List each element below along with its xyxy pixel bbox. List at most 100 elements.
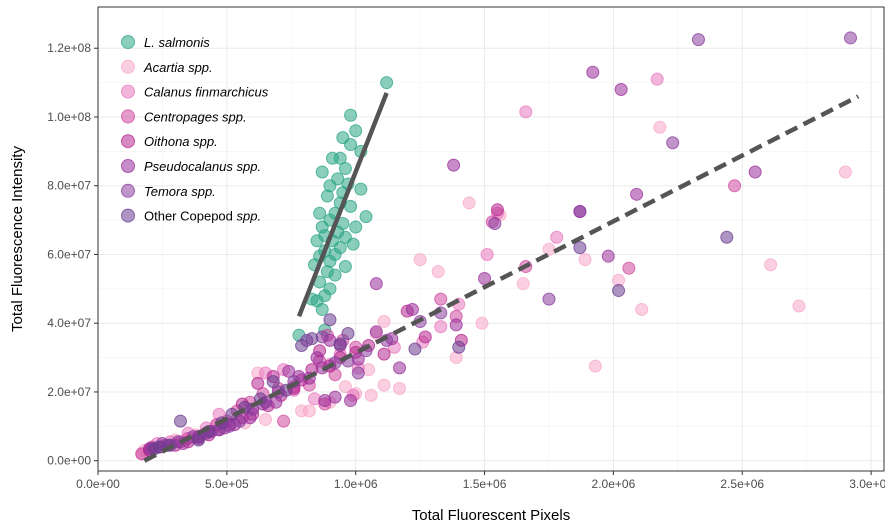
data-point <box>588 359 602 373</box>
data-point <box>320 189 334 203</box>
series-points <box>135 72 664 461</box>
data-point <box>310 351 324 365</box>
legend-label: Acartia spp. <box>143 60 213 75</box>
x-axis-title: Total Fluorescent Pixels <box>412 507 570 524</box>
data-point <box>452 340 466 354</box>
x-tick-label: 2.0e+06 <box>592 477 636 491</box>
data-point <box>341 327 355 341</box>
data-point <box>475 316 489 330</box>
y-axis-ticks: 0.0e+00 2.0e+07 4.0e+07 6.0e+07 8.0e+07 1.0e+… <box>47 41 98 468</box>
legend: L. salmonis Acartia spp. Calanus finmarchi… <box>121 35 269 224</box>
data-point <box>313 206 327 220</box>
data-point <box>266 375 280 389</box>
series-points <box>143 65 762 456</box>
data-point <box>792 299 806 313</box>
data-point <box>488 217 502 231</box>
y-axis-title: Total Fluorescence Intensity <box>9 146 26 332</box>
data-point <box>344 394 358 408</box>
data-point <box>650 72 664 86</box>
data-point <box>393 361 407 375</box>
data-point <box>635 302 649 316</box>
data-point <box>338 259 352 273</box>
data-point <box>323 313 337 327</box>
data-point <box>377 347 391 361</box>
legend-label: Calanus finmarchicus <box>144 85 269 100</box>
grid <box>97 7 884 471</box>
data-point <box>614 82 628 96</box>
data-point <box>418 330 432 344</box>
data-point <box>478 272 492 286</box>
legend-label: Temora spp. <box>144 184 216 199</box>
legend-item: Acartia spp. <box>121 59 213 75</box>
data-point <box>434 320 448 334</box>
data-point <box>354 182 368 196</box>
data-point <box>586 65 600 79</box>
legend-key <box>121 84 135 99</box>
data-point <box>351 366 365 380</box>
data-point <box>377 314 391 328</box>
data-point <box>601 249 615 263</box>
data-point <box>393 382 407 396</box>
legend-item: Temora spp. <box>121 183 216 199</box>
legend-key <box>121 208 135 223</box>
data-point <box>480 247 494 261</box>
data-point <box>573 205 587 219</box>
legend-key <box>121 109 135 124</box>
legend-label: Oithona spp. <box>144 134 218 149</box>
fit-line-dashed <box>143 94 860 463</box>
x-tick-label: 1.0e+06 <box>334 477 378 491</box>
data-point <box>364 388 378 402</box>
legend-key <box>121 35 135 49</box>
legend-label: Other Copepod spp. <box>144 209 261 224</box>
data-point <box>336 131 350 145</box>
y-tick-label: 1.2e+08 <box>47 41 91 55</box>
data-point <box>344 199 358 213</box>
data-point <box>542 242 556 256</box>
data-point <box>748 165 762 179</box>
x-tick-label: 2.5e+06 <box>720 477 764 491</box>
x-axis-ticks: 0.0e+00 5.0e+05 1.0e+06 1.5e+06 2.0e+06 2.5e+… <box>76 471 885 491</box>
data-point <box>259 412 273 426</box>
y-tick-label: 6.0e+07 <box>47 247 91 261</box>
legend-item: Centropages spp. <box>121 109 247 124</box>
legend-item: Pseudocalanus spp. <box>121 159 261 174</box>
legend-label: L. salmonis <box>144 35 210 50</box>
data-point <box>333 337 347 351</box>
data-point <box>666 136 680 150</box>
fit-lines <box>143 92 860 463</box>
data-point <box>720 230 734 244</box>
data-point <box>328 268 342 282</box>
data-point <box>349 220 363 234</box>
legend-label: Centropages spp. <box>144 109 247 124</box>
data-point <box>369 277 383 291</box>
data-point <box>447 158 461 172</box>
fit-line-solid <box>296 92 389 318</box>
data-point <box>550 230 564 244</box>
x-tick-label: 3.0e+06 <box>849 477 885 491</box>
data-point <box>377 378 391 392</box>
data-point <box>431 265 445 279</box>
data-point <box>338 380 352 394</box>
data-point <box>838 165 852 179</box>
data-point <box>295 339 309 353</box>
legend-key <box>121 134 135 149</box>
legend-item: L. salmonis <box>121 35 210 50</box>
data-point <box>315 302 329 316</box>
x-tick-label: 0.0e+00 <box>76 477 120 491</box>
data-point <box>318 394 332 408</box>
data-point <box>612 284 626 298</box>
data-point <box>516 277 530 291</box>
data-point <box>408 342 422 356</box>
data-point <box>305 332 319 346</box>
data-point <box>282 364 296 378</box>
data-point <box>764 258 778 272</box>
y-tick-label: 4.0e+07 <box>47 316 91 330</box>
data-point <box>369 325 383 339</box>
data-point <box>148 442 162 456</box>
data-point <box>338 162 352 176</box>
legend-item: Oithona spp. <box>121 134 218 149</box>
data-point <box>346 237 360 251</box>
data-point <box>462 196 476 210</box>
y-tick-label: 0.0e+00 <box>47 454 91 468</box>
